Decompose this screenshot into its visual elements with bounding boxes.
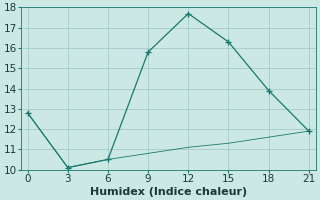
X-axis label: Humidex (Indice chaleur): Humidex (Indice chaleur): [90, 187, 247, 197]
